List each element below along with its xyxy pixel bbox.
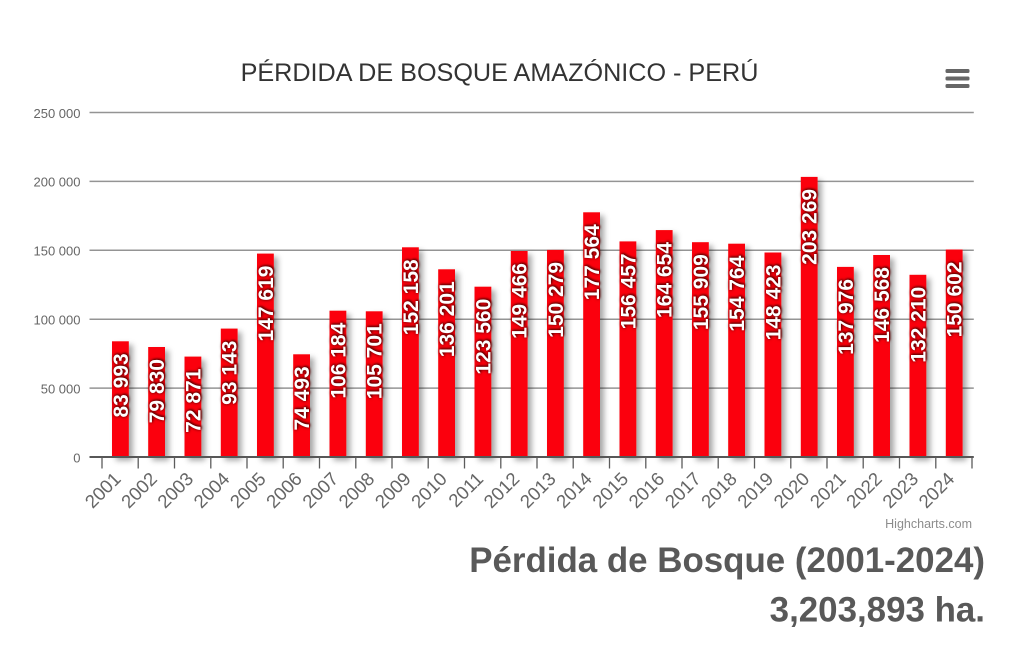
svg-text:0: 0 [73,450,80,465]
svg-text:100 000: 100 000 [34,313,81,328]
svg-text:155 909: 155 909 [690,254,713,330]
svg-text:149 466: 149 466 [509,263,532,339]
svg-text:154 764: 154 764 [726,255,749,331]
svg-text:150 602: 150 602 [944,262,967,338]
svg-text:50 000: 50 000 [41,381,81,396]
svg-text:83 993: 83 993 [110,353,133,417]
svg-text:Pérdida de Bosque (2001-2024): Pérdida de Bosque (2001-2024) [469,541,985,580]
svg-text:105 701: 105 701 [364,323,387,399]
svg-text:147 619: 147 619 [255,266,278,342]
svg-text:123 560: 123 560 [472,299,495,375]
svg-text:93 143: 93 143 [219,341,242,405]
svg-text:PÉRDIDA DE BOSQUE AMAZÓNICO -: PÉRDIDA DE BOSQUE AMAZÓNICO - PERÚ [241,58,759,87]
svg-text:156 457: 156 457 [617,253,640,329]
svg-text:164 654: 164 654 [654,242,677,318]
svg-text:72 871: 72 871 [182,368,205,433]
svg-text:106 184: 106 184 [327,322,350,398]
svg-text:74 493: 74 493 [291,366,314,430]
svg-text:200 000: 200 000 [34,175,81,190]
svg-text:132 210: 132 210 [907,287,930,363]
svg-text:177 564: 177 564 [581,224,604,300]
svg-text:137 976: 137 976 [835,279,858,355]
svg-text:148 423: 148 423 [762,265,785,341]
svg-text:250 000: 250 000 [34,106,81,121]
svg-text:150 000: 150 000 [34,244,81,259]
svg-text:150 279: 150 279 [545,262,568,338]
svg-text:152 158: 152 158 [400,259,423,335]
svg-text:203 269: 203 269 [799,189,822,265]
svg-text:146 568: 146 568 [871,267,894,343]
svg-text:3,203,893 ha.: 3,203,893 ha. [770,591,985,630]
svg-text:Highcharts.com: Highcharts.com [885,517,972,531]
svg-text:79 830: 79 830 [146,359,169,423]
svg-text:136 201: 136 201 [436,281,459,357]
